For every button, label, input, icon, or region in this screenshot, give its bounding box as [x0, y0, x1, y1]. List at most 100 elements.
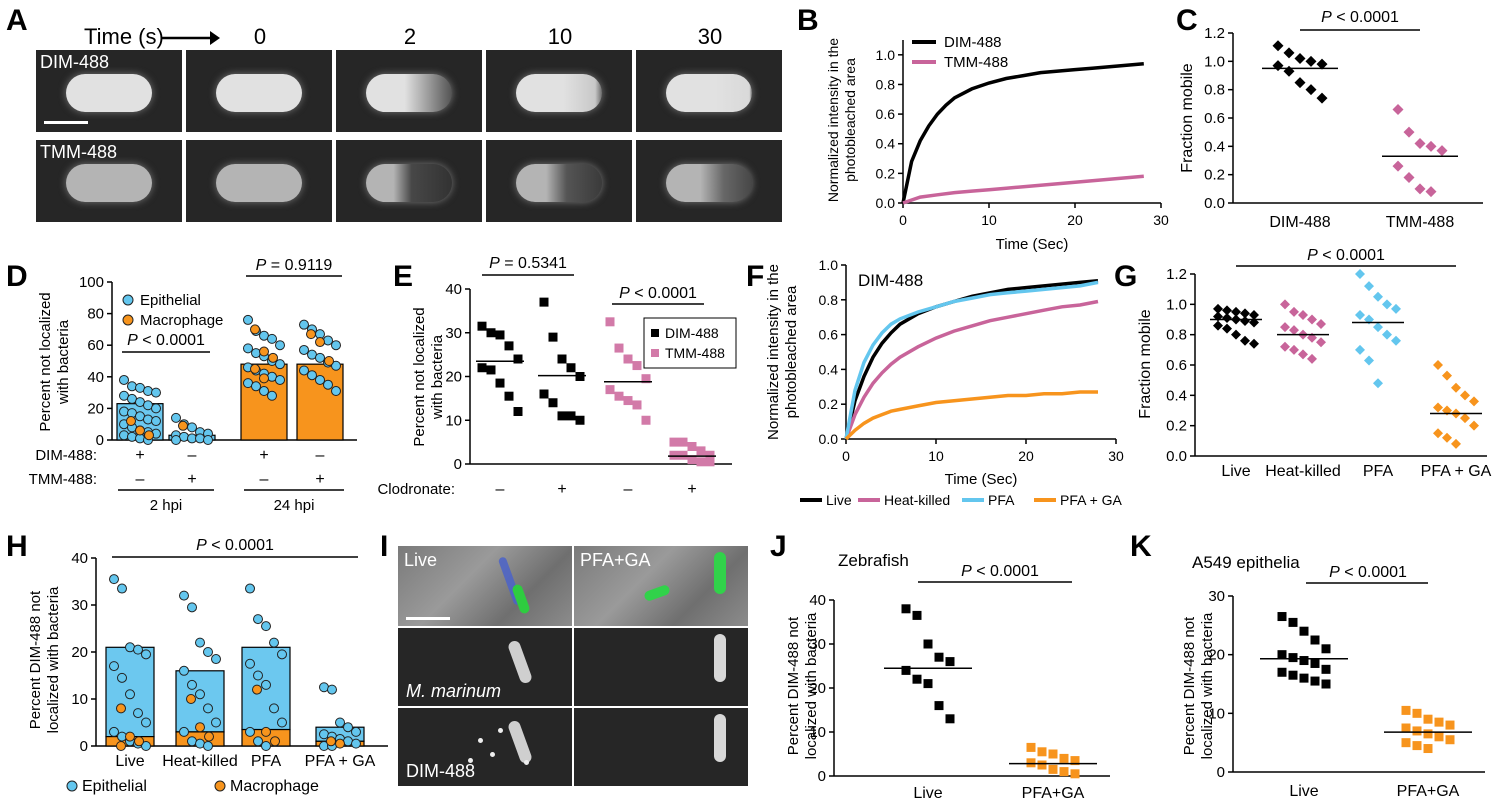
data-point: [119, 406, 129, 417]
y-tick-label: 30: [71, 597, 88, 614]
x-tick-label: 10: [928, 448, 944, 464]
data-point: [1401, 705, 1411, 715]
data-point: [66, 780, 78, 792]
data-point: [632, 400, 642, 410]
x-tick-label: Live: [115, 753, 144, 770]
data-point: [1364, 355, 1374, 366]
data-point: [614, 391, 624, 401]
bacterium-fluorescence: [216, 74, 302, 112]
data-point: [203, 703, 213, 714]
bacterium-fluorescence: [666, 164, 752, 202]
data-point: [203, 435, 213, 445]
data-point: [669, 437, 679, 447]
panel-label-F: F: [746, 260, 765, 293]
data-point: [1310, 635, 1320, 645]
y-tick-label: 60: [87, 337, 104, 354]
data-point: [117, 672, 127, 683]
data-point: [1403, 172, 1415, 183]
row-label: TMM-488: [40, 142, 118, 162]
data-point: [307, 370, 317, 381]
data-point: [127, 381, 137, 392]
series-line: [844, 280, 1099, 440]
data-point: [1414, 183, 1426, 195]
panel-i-micrographs: Live PFA+GA M. marinum DIM-488: [398, 546, 750, 786]
data-point: [557, 411, 567, 421]
condition-sign: –: [496, 481, 505, 498]
data-point: [1425, 140, 1437, 152]
y-tick-label: 0: [454, 456, 462, 473]
data-point: [1026, 742, 1036, 752]
condition-sign: +: [259, 447, 268, 464]
condition-sign: +: [187, 471, 196, 488]
y-tick-label: 40: [87, 369, 104, 386]
group-label: 24 hpi: [274, 497, 315, 514]
y-tick-label: 0: [818, 768, 826, 785]
data-point: [1355, 309, 1365, 320]
data-point: [259, 386, 269, 397]
row-label: M. marinum: [406, 681, 502, 701]
data-point: [1445, 735, 1455, 745]
data-point: [133, 708, 143, 719]
data-point: [122, 314, 134, 326]
data-point: [548, 332, 558, 342]
y-tick-label: 0.6: [819, 327, 839, 343]
bacterium-fluorescence: [66, 164, 152, 202]
data-point: [1401, 723, 1411, 733]
data-point: [245, 726, 255, 737]
panel-label-G: G: [1114, 260, 1138, 293]
data-point: [1048, 749, 1058, 759]
y-tick-label: 1.0: [1166, 296, 1187, 313]
micrograph-cell: M. marinum: [398, 628, 572, 706]
bacterium-fluorescence: [366, 74, 452, 112]
data-point: [331, 386, 341, 397]
data-point: [1310, 658, 1320, 668]
data-point: [1299, 673, 1309, 683]
data-point: [934, 701, 944, 711]
data-point: [1433, 402, 1443, 413]
y-tick-label: 20: [445, 369, 462, 386]
data-point: [1213, 303, 1223, 314]
chart-title: Zebrafish: [838, 551, 909, 570]
data-point: [245, 658, 255, 669]
data-point: [1240, 308, 1250, 319]
data-point: [486, 365, 496, 375]
y-axis-label: Fraction mobile: [1137, 309, 1154, 418]
data-point: [945, 714, 955, 724]
data-point: [211, 717, 221, 728]
data-point: [1222, 323, 1232, 334]
x-axis-label: Time (Sec): [996, 236, 1069, 253]
data-point: [331, 360, 341, 371]
micrograph-cell: DIM-488: [398, 708, 572, 786]
y-tick-label: 30: [1208, 588, 1225, 605]
data-point: [277, 717, 287, 728]
data-point: [117, 583, 127, 594]
data-point: [912, 674, 922, 684]
panel-label-H: H: [6, 530, 28, 563]
data-point: [269, 637, 279, 648]
data-point: [1316, 319, 1326, 330]
p-value-annotation: P < 0.0001: [1329, 564, 1407, 581]
micrograph-cell: [336, 50, 482, 132]
data-point: [259, 373, 269, 384]
data-point: [1442, 370, 1452, 381]
p-value-annotation: P < 0.0001: [1321, 9, 1399, 26]
data-point: [1391, 303, 1401, 314]
data-point: [566, 411, 576, 421]
condition-sign: +: [557, 481, 566, 498]
condition-sign: +: [687, 481, 696, 498]
data-point: [326, 736, 336, 747]
fluorescent-puncta: [478, 738, 483, 743]
data-point: [1288, 617, 1298, 627]
data-point: [267, 390, 277, 401]
y-tick-label: 40: [809, 592, 826, 609]
micrograph-cell: [574, 628, 748, 706]
y-tick-label: 0.2: [1166, 418, 1187, 435]
data-point: [1299, 626, 1309, 636]
data-point: [1451, 382, 1461, 393]
panel-label-K: K: [1130, 530, 1152, 563]
y-tick-label: 10: [445, 412, 462, 429]
y-tick-label: 0.0: [1204, 195, 1225, 212]
data-point: [267, 333, 277, 344]
data-point: [253, 736, 263, 747]
micrograph-cell: [186, 50, 332, 132]
